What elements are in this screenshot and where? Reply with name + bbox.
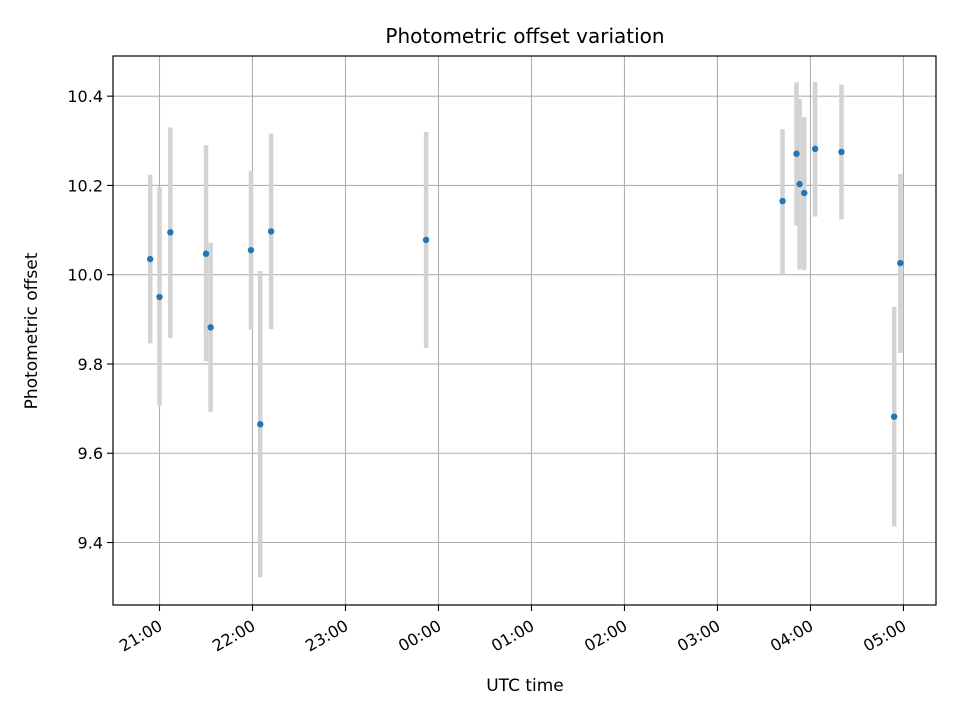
- y-axis-label: Photometric offset: [22, 252, 42, 409]
- data-points: [146, 145, 904, 428]
- plot-frame: [112, 55, 937, 606]
- data-point: [257, 421, 264, 428]
- data-point: [811, 145, 819, 153]
- data-point: [202, 250, 210, 257]
- y-tick-label: 9.6: [78, 444, 103, 463]
- data-point: [167, 229, 174, 236]
- data-point: [796, 180, 803, 188]
- y-tick-label: 9.8: [78, 355, 103, 374]
- chart-title: Photometric offset variation: [385, 24, 664, 48]
- y-tick-label: 10.2: [67, 176, 103, 195]
- data-point: [897, 259, 904, 267]
- data-point: [801, 189, 808, 197]
- data-point: [838, 148, 845, 156]
- data-point: [267, 228, 275, 235]
- y-tick-label: 9.4: [78, 534, 103, 553]
- data-point: [207, 324, 214, 331]
- data-point: [793, 150, 800, 157]
- data-point: [422, 236, 430, 244]
- y-axis-ticks: 9.4 9.6 9.8 10.0 10.2 10.4: [67, 87, 113, 553]
- data-point: [890, 413, 898, 420]
- y-tick-label: 10.0: [67, 266, 103, 285]
- data-point: [779, 197, 786, 205]
- y-tick-label: 10.4: [67, 87, 103, 106]
- data-point: [146, 255, 154, 263]
- data-point: [247, 246, 255, 254]
- x-axis-label: UTC time: [486, 676, 564, 696]
- grid-lines: [113, 56, 936, 605]
- data-point: [156, 293, 163, 301]
